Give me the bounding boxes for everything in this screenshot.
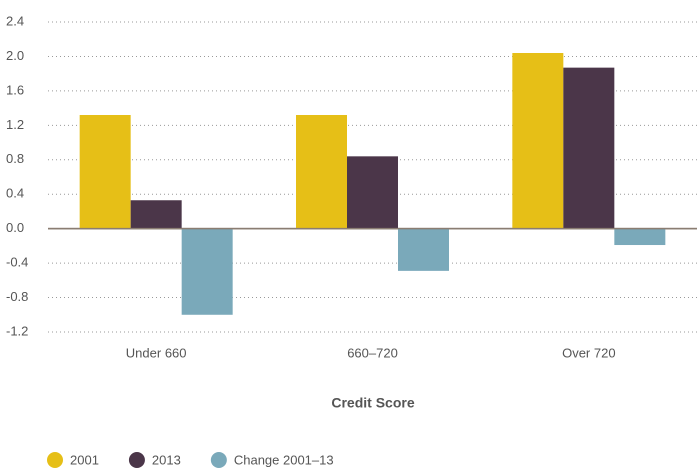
y-tick-label: 0.0 [6,220,24,235]
bar [512,53,564,229]
bar [79,115,131,229]
y-tick-label: -0.4 [6,255,28,270]
y-tick-label: -1.2 [6,323,28,338]
y-tick-label: 0.4 [6,186,24,201]
legend-label: 2001 [70,452,99,467]
bar [347,156,398,229]
x-tick-label: Over 720 [562,345,615,360]
legend-swatch [210,452,227,468]
bar [296,115,347,229]
y-tick-label: 1.6 [6,82,24,97]
x-tick-label: 660–720 [347,345,398,360]
legend-swatch [128,452,145,468]
bar [130,200,182,229]
y-tick-label: 2.0 [6,48,24,63]
x-tick-label: Under 660 [126,345,187,360]
x-axis-title: Credit Score [331,395,414,411]
y-tick-label: 0.8 [6,151,24,166]
bar [614,228,666,246]
bar [181,228,233,315]
legend-swatch [47,452,63,468]
bar [398,228,449,271]
legend-label: 2013 [152,452,181,467]
legend-label: Change 2001–13 [234,452,334,467]
y-tick-label: 1.2 [6,117,24,132]
y-tick-label: 2.4 [6,13,24,28]
y-tick-label: -0.8 [6,289,28,304]
bar [563,67,615,229]
